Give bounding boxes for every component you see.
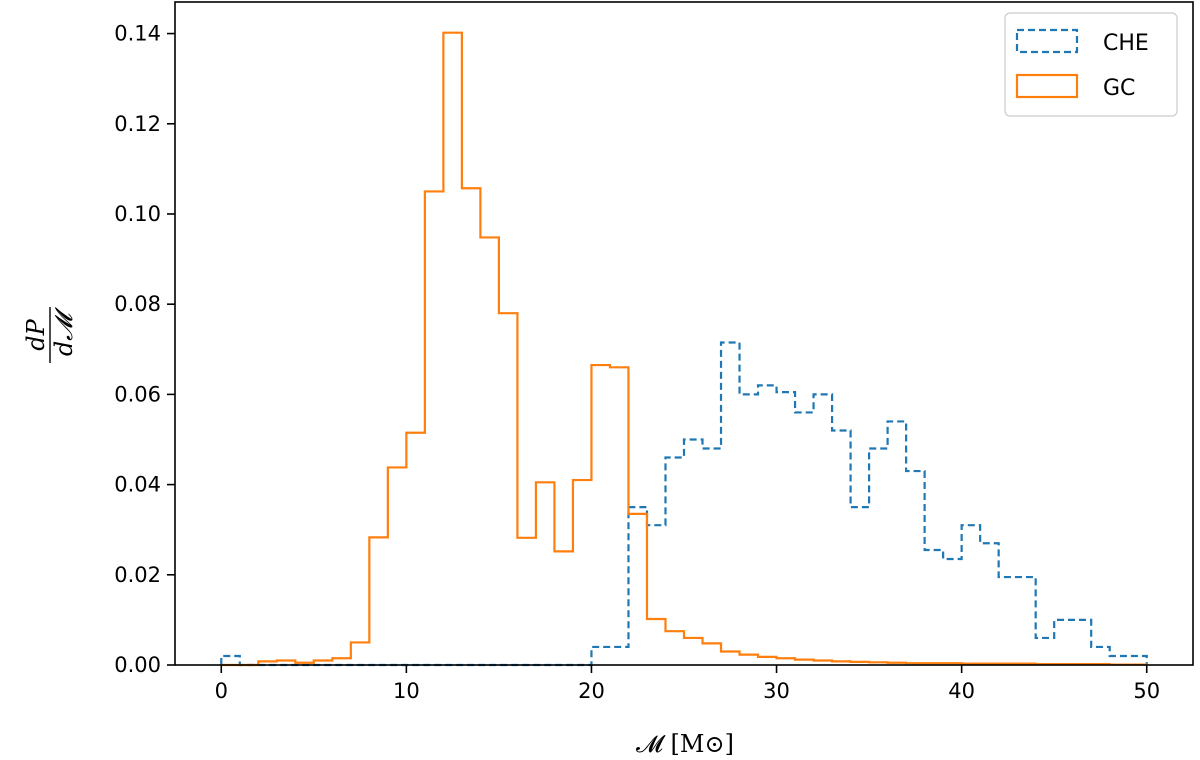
legend-label-che: CHE [1103, 31, 1149, 56]
y-axis-label: dP d𝓜 [22, 307, 78, 363]
plot-area [220, 31, 1148, 667]
x-tick-label: 40 [948, 679, 975, 703]
legend-box [1004, 12, 1178, 117]
legend: CHE GC [1004, 12, 1178, 117]
y-tick-label: 0.06 [114, 382, 161, 406]
x-tick-label: 20 [578, 679, 605, 703]
x-tick-label: 30 [763, 679, 790, 703]
y-tick-label: 0.04 [114, 473, 161, 497]
y-tick-label: 0.00 [114, 653, 161, 677]
series-che-step-line [220, 341, 1148, 667]
y-tick-label: 0.12 [114, 112, 161, 136]
x-tick-label: 50 [1133, 679, 1160, 703]
legend-swatch-gc [1015, 73, 1079, 99]
x-axis-label: 𝓜 [M⊙] [636, 730, 734, 758]
axis-ticks: 0 10 20 30 40 50 0.00 0.02 0.04 0.06 0.08 0.10 0.12 0… [114, 22, 1160, 703]
axes-frame [174, 1, 1194, 666]
y-tick-label: 0.10 [114, 202, 161, 226]
legend-swatch-che [1015, 28, 1079, 54]
y-tick-label: 0.08 [114, 292, 161, 316]
legend-label-gc: GC [1103, 76, 1135, 101]
y-tick-label: 0.14 [114, 22, 161, 46]
y-tick-label: 0.02 [114, 563, 161, 587]
series-gc-step-line [221, 31, 1148, 667]
y-axis-label-denominator: d𝓜 [50, 307, 78, 356]
y-axis-label-numerator: dP [22, 318, 50, 350]
x-tick-label: 10 [393, 679, 420, 703]
x-tick-label: 0 [215, 679, 228, 703]
